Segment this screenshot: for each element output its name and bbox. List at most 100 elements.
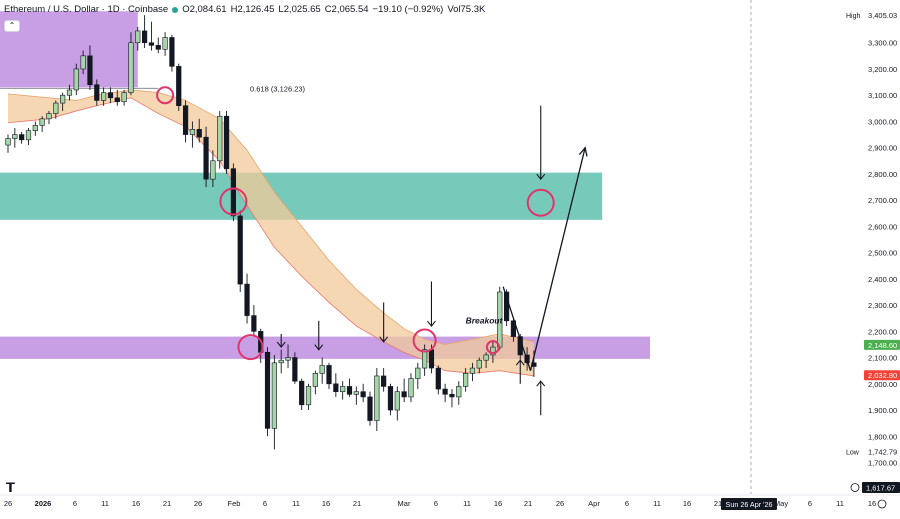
price-tick-label: 2,800.00 [868,170,897,179]
down-arrow-head [427,320,436,327]
cloud-layer [7,89,534,377]
time-tick-label: 16 [494,499,502,508]
candle-body [155,45,161,50]
time-tick-label: Feb [228,499,241,508]
last-value-bg [862,482,900,493]
down-arrow-head [314,344,324,351]
high-price-label-bg [864,10,900,21]
candle-body [121,92,127,103]
candle-body [162,37,168,50]
down-arrow-head [379,336,389,343]
time-tick-label: 21 [714,499,722,508]
price-tick-label: 2,300.00 [868,301,897,310]
price-tick-label: 2,400.00 [868,275,897,284]
highlight-circle [526,188,555,217]
candle-body [312,373,318,387]
price-tick-label: 3,300.00 [868,39,897,48]
zones-layer: 0.618 (3,126.23) [0,11,651,359]
candle-body [196,129,202,138]
candle-body [87,55,93,86]
candle-body [422,349,428,369]
candle-body [264,352,271,429]
projection-arrowhead [578,146,588,157]
time-tick-label: 6 [625,499,629,508]
price-tag-red: 2,032.80 [868,371,897,380]
candle-body [387,386,394,411]
time-tick-label: 26 [4,499,12,508]
volume-value: Vol75.3K [447,4,486,15]
candle-body [101,92,107,101]
candle-body [340,386,346,392]
zone-teal-1 [0,172,603,220]
high-value: H2,126.45 [230,4,275,15]
time-tick-label: 11 [653,499,661,508]
candle-body [510,320,517,337]
hover-date-label: Sun 26 Apr '26 [726,500,773,509]
candle-body [19,134,25,141]
time-tick-label: 26 [194,499,202,508]
candle-body [230,168,236,217]
time-tick-label: 16 [868,499,876,508]
highlight-circle [219,187,248,216]
candle-body [223,115,230,169]
candle-body [442,388,448,395]
candle-body [476,359,482,369]
breakout-label: Breakout [466,315,504,325]
chevron-up-icon[interactable]: ⌃ [4,20,20,32]
candle-body [176,66,182,106]
candle-body [148,42,155,46]
price-tick-label: 3,000.00 [868,117,897,126]
low-price-label-tag: Low [846,449,860,456]
candle-body [189,129,196,135]
market-status-icon [172,6,179,13]
candle-body [217,115,223,162]
price-tick-label: 2,100.00 [868,354,897,363]
up-arrow-head [515,359,525,366]
candle-body [237,215,243,285]
highlight-circle [412,328,437,353]
low-price-label-bg [864,446,900,457]
ichimoku-cloud [8,89,534,376]
candle-body [346,386,353,395]
high-price-label: 3,405.03 [868,11,897,20]
time-tick-label: 6 [434,499,438,508]
low-value: L2,025.65 [278,4,321,15]
candle-body [60,94,66,104]
price-tick-label: 2,200.00 [868,327,897,336]
high-price-label-tag: High [846,13,861,20]
candle-body [271,362,277,429]
candle-body [428,349,435,369]
candle-body [169,37,175,67]
price-tick-label: 3,100.00 [868,91,897,100]
highlight-circle [237,334,264,361]
tradingview-logo-icon: 𝗧 [6,480,15,495]
add-icon [850,483,860,492]
time-tick-label: 11 [292,499,300,508]
candle-body [394,391,400,411]
candle-body [210,160,216,180]
candle-body [285,357,291,361]
time-tick-label: 16 [322,499,330,508]
down-arrow-head [536,173,546,181]
candle-body [142,30,148,44]
candle-body [107,92,114,99]
candle-body [66,89,73,96]
price-tick-label: 2,600.00 [868,222,897,231]
candle-body [32,125,38,131]
time-tick-label: 2026 [35,499,52,508]
candle-body [203,136,209,180]
time-tick-label: 6 [808,499,812,508]
candle-body [374,375,380,421]
cloud-lower-line [7,97,534,377]
time-tick-label: 21 [524,499,532,508]
price-axis: 3,300.00 3,200.00 3,100.00 3,000.00 2,900.00… [838,0,900,514]
candle-body [408,378,414,398]
candle-body [12,134,18,139]
time-tick-label: Mar [398,499,411,508]
price-axis-bg [838,0,900,514]
candle-body [53,102,59,114]
candle-body [469,367,476,374]
symbol-name[interactable]: Ethereum / U.S. Dollar · 1D · Coinbase [4,4,169,15]
